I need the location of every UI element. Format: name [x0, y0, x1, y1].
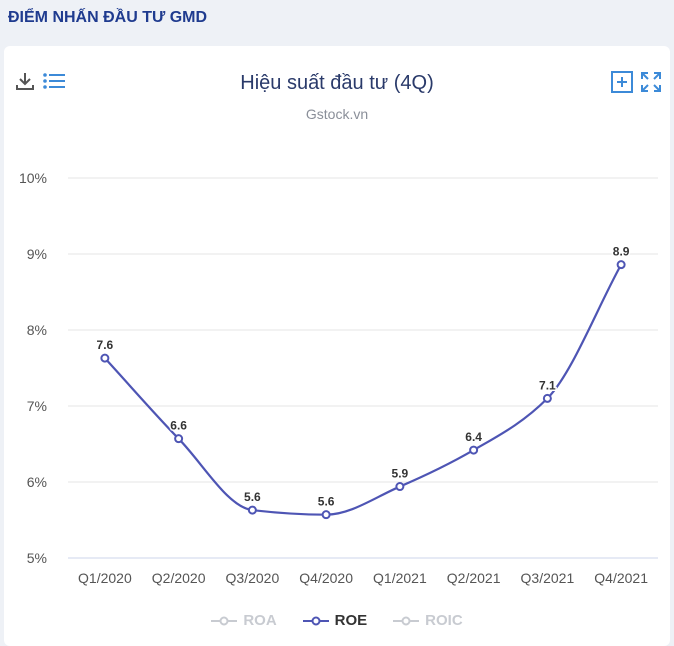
data-point[interactable] — [469, 445, 479, 455]
legend-label-roic: ROIC — [425, 612, 463, 629]
menu-list-icon[interactable] — [40, 70, 68, 92]
data-label: 5.6 — [244, 490, 261, 504]
y-tick-label: 10% — [19, 170, 47, 186]
y-tick-label: 8% — [27, 322, 47, 338]
data-label: 7.1 — [539, 378, 556, 392]
x-tick-label: Q3/2021 — [521, 570, 575, 586]
legend-marker-roe-icon — [302, 616, 329, 625]
legend-item-roic[interactable]: ROIC — [393, 612, 463, 629]
data-point[interactable] — [174, 434, 184, 444]
x-tick-label: Q3/2020 — [226, 570, 280, 586]
chart-title: Hiệu suất đầu tư (4Q) — [240, 72, 434, 94]
x-tick-label: Q1/2020 — [78, 570, 132, 586]
x-tick-label: Q2/2020 — [152, 570, 206, 586]
chart-subtitle: Gstock.vn — [305, 106, 369, 122]
data-label: 6.4 — [465, 430, 482, 444]
legend-label-roa: ROA — [243, 612, 277, 629]
legend-marker-roic-icon — [393, 616, 420, 625]
legend-item-roa[interactable]: ROA — [211, 612, 277, 629]
chart-card — [4, 46, 670, 646]
y-tick-label: 7% — [27, 398, 47, 414]
data-point[interactable] — [100, 353, 110, 363]
y-tick-label: 9% — [27, 246, 47, 262]
data-label: 8.9 — [613, 245, 630, 259]
line-chart: 5% 6% 7% 8% 9% 10% Q1/2020 Q2/2020 Q3/2020 Q4/202… — [19, 170, 658, 586]
legend-item-roe[interactable]: ROE — [302, 612, 368, 629]
data-point[interactable] — [321, 510, 331, 520]
data-label: 5.6 — [318, 495, 335, 509]
fullscreen-icon[interactable] — [639, 70, 663, 94]
data-point[interactable] — [247, 505, 257, 515]
data-label: 5.9 — [392, 467, 409, 481]
x-tick-label: Q1/2021 — [373, 570, 427, 586]
data-point[interactable] — [395, 482, 405, 492]
x-tick-label: Q4/2020 — [299, 570, 353, 586]
legend-marker-roa-icon — [211, 616, 238, 625]
page-title: ĐIỂM NHẤN ĐẦU TƯ GMD — [8, 9, 208, 26]
y-tick-label: 6% — [27, 474, 47, 490]
add-box-icon[interactable] — [610, 70, 634, 94]
data-point[interactable] — [542, 393, 552, 403]
download-icon[interactable] — [14, 70, 36, 92]
y-tick-label: 5% — [27, 550, 47, 566]
data-point[interactable] — [616, 260, 626, 270]
data-label: 6.6 — [170, 419, 187, 433]
legend-label-roe: ROE — [334, 612, 368, 629]
legend: ROA ROE ROIC — [0, 612, 674, 629]
x-tick-label: Q4/2021 — [594, 570, 648, 586]
x-tick-label: Q2/2021 — [447, 570, 501, 586]
data-label: 7.6 — [97, 338, 114, 352]
